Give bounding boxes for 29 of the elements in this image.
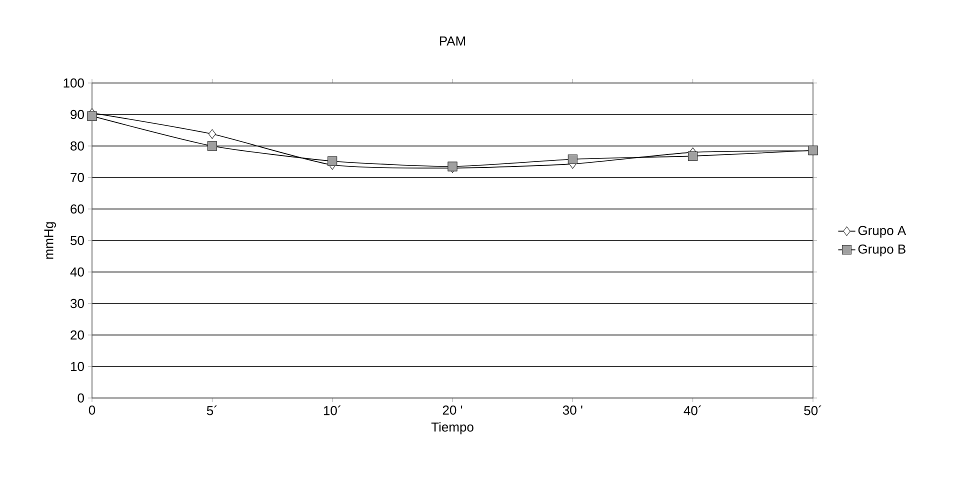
x-tick-label: 0 [88,406,96,415]
y-tick-label: 100 [64,78,84,88]
point [87,111,97,121]
point [568,154,578,164]
y-tick-label: 60 [70,204,84,214]
chart-title: PAM [440,36,466,46]
y-tick-label: 30 [70,298,84,308]
x-tick-label: 30 ' [562,406,582,415]
legend-label: Grupo A [858,226,906,238]
point [688,151,698,161]
point [328,156,338,166]
x-tick-label: 40´ [684,406,702,416]
x-tick-label: 10´ [324,406,341,416]
x-tick-label: 5´ [206,406,217,416]
legend-label: Grupo B [858,244,906,256]
y-tick-label: 20 [70,330,84,340]
x-axis-title: Tiempo [431,422,474,434]
x-tick-label: 50´ [804,406,822,416]
point [207,141,217,151]
y-tick-label: 90 [70,110,84,120]
y-tick-label: 50 [70,236,84,246]
y-tick-label: 40 [70,267,84,277]
x-tick-label: 20 ' [442,406,462,415]
y-tick-label: 0 [78,393,84,403]
y-tick-label: 70 [70,172,84,182]
y-tick-label: 80 [70,141,84,151]
y-tick-label: 10 [71,362,84,372]
y-axis-title: mmHg [44,222,56,259]
point [208,129,216,139]
